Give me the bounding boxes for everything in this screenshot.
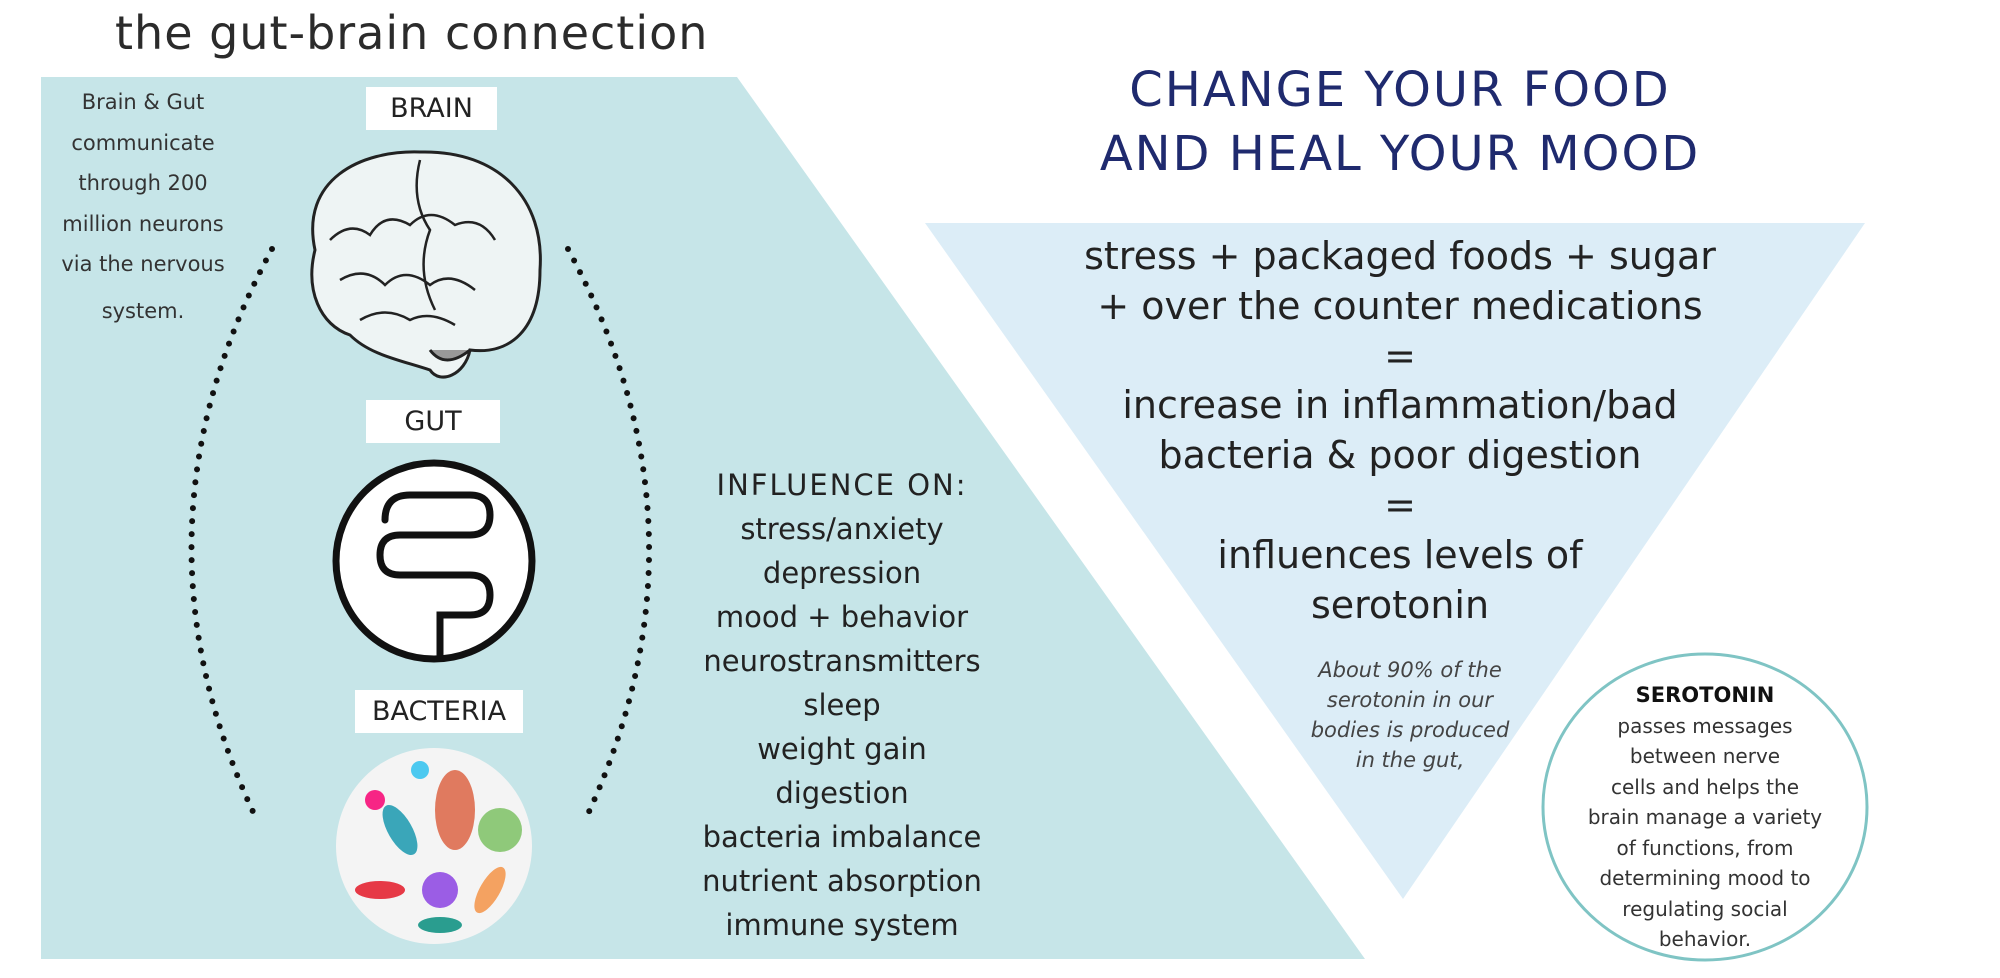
- serotonin-circle: [1541, 652, 1869, 962]
- influence-heading: INFLUENCE ON:: [716, 468, 968, 502]
- note-line: serotonin in our: [1326, 688, 1494, 712]
- bacteria-illustration: [336, 748, 532, 944]
- side-note-line: communicate: [71, 130, 215, 155]
- brain-label: BRAIN: [366, 87, 497, 130]
- note-line: About 90% of the: [1318, 658, 1502, 682]
- influence-item: weight gain: [757, 732, 927, 766]
- dotted-arc-left: [188, 246, 275, 819]
- page-title: the gut-brain connection: [115, 6, 709, 60]
- equation-line: serotonin: [1310, 582, 1490, 627]
- side-note-line: via the nervous: [61, 252, 225, 276]
- side-note-line: through 200: [78, 171, 208, 195]
- note-line: in the gut,: [1355, 748, 1465, 772]
- influence-item: immune system: [725, 908, 959, 942]
- influence-item: mood + behavior: [715, 600, 969, 634]
- heading-line: CHANGE YOUR FOOD: [1129, 62, 1671, 118]
- influence-item: bacteria imbalance: [702, 820, 982, 854]
- serotonin-line: of functions, from: [1616, 835, 1794, 860]
- equals-sign: =: [1384, 482, 1416, 527]
- influence-item: sleep: [803, 688, 881, 722]
- influence-list: INFLUENCE ON: stress/anxiety depression …: [650, 463, 1034, 947]
- gut-label: GUT: [366, 400, 500, 443]
- side-note-line: million neurons: [62, 211, 224, 236]
- equals-sign: =: [1384, 333, 1416, 378]
- serotonin-fact-note: About 90% of the serotonin in our bodies…: [1290, 655, 1530, 775]
- serotonin-line: regulating social: [1622, 896, 1788, 921]
- serotonin-title: SEROTONIN: [1635, 683, 1775, 707]
- side-note-line: system.: [101, 298, 185, 323]
- equation-line: + over the counter medications: [1097, 283, 1703, 328]
- equation-line: bacteria & poor digestion: [1158, 433, 1642, 478]
- bacteria-label: BACTERIA: [355, 690, 523, 733]
- influence-item: digestion: [775, 776, 909, 810]
- side-note: Brain & Gut communicate through 200 mill…: [48, 82, 238, 331]
- equation-line: increase in inflammation/bad: [1122, 383, 1678, 428]
- serotonin-description: SEROTONIN passes messages between nerve …: [1560, 680, 1850, 955]
- dotted-arc-right: [565, 246, 653, 819]
- triangle-equation: stress + packaged foods + sugar + over t…: [980, 232, 1820, 630]
- serotonin-line: behavior.: [1658, 927, 1752, 951]
- influence-item: nutrient absorption: [702, 864, 982, 898]
- heading-line: AND HEAL YOUR MOOD: [1099, 126, 1701, 182]
- note-line: bodies is produced: [1310, 718, 1510, 742]
- side-note-line: Brain & Gut: [81, 90, 205, 114]
- equation-line: stress + packaged foods + sugar: [1084, 234, 1716, 278]
- intestine-icon: [332, 459, 536, 663]
- influence-item: stress/anxiety: [740, 512, 944, 546]
- serotonin-line: passes messages: [1617, 713, 1793, 738]
- equation-line: influences levels of: [1217, 532, 1583, 577]
- main-heading: CHANGE YOUR FOOD AND HEAL YOUR MOOD: [960, 58, 1840, 186]
- influence-item: neurostransmitters: [703, 644, 981, 678]
- brain-icon: [310, 150, 542, 379]
- influence-item: depression: [762, 556, 922, 590]
- serotonin-line: brain manage a variety: [1587, 805, 1823, 829]
- inverted-triangle: [925, 223, 1865, 899]
- serotonin-line: between nerve: [1629, 744, 1781, 768]
- serotonin-line: cells and helps the: [1610, 774, 1799, 799]
- serotonin-line: determining mood to: [1599, 866, 1811, 890]
